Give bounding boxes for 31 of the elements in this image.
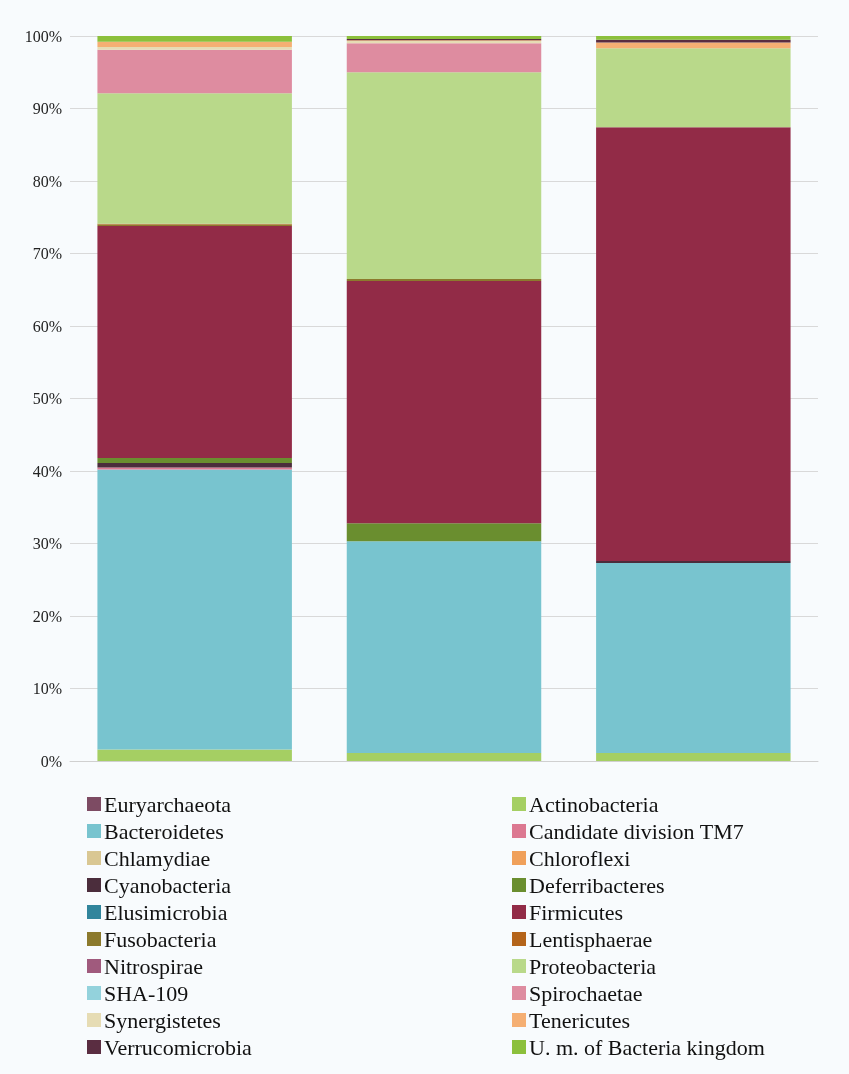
legend-label: Fusobacteria	[104, 926, 217, 952]
y-tick-label: 90%	[32, 100, 62, 117]
y-tick-label: 40%	[32, 462, 62, 480]
legend-label: Cyanobacteria	[104, 872, 232, 898]
legend-label: Firmicutes	[529, 899, 624, 925]
legend-label: U. m. of Bacteria kingdom	[529, 1034, 765, 1060]
legend-label: Lentisphaerae	[529, 926, 653, 952]
legend-label: Bacteroidetes	[104, 818, 224, 844]
legend-label: Synergistetes	[104, 1007, 221, 1033]
y-tick-label: 20%	[32, 607, 62, 625]
y-tick-label: 50%	[32, 390, 62, 407]
y-tick-label: 100%	[24, 27, 62, 45]
legend-label: Deferribacteres	[529, 872, 665, 898]
legend-label: Verrucomicrobia	[104, 1034, 253, 1060]
legend-label: Elusimicrobia	[104, 899, 228, 925]
legend-label: Candidate division TM7	[529, 818, 744, 844]
legend-label: Spirochaetae	[529, 980, 643, 1006]
legend-label: Actinobacteria	[529, 791, 659, 817]
legend-label: Chlamydiae	[104, 845, 211, 871]
legend-label: Euryarchaeota	[104, 791, 232, 817]
legend-label: Tenericutes	[529, 1007, 631, 1033]
y-tick-label: 30%	[32, 535, 62, 552]
legend-label: Proteobacteria	[529, 953, 657, 979]
y-tick-label: 80%	[32, 172, 62, 190]
legend-label: SHA-109	[104, 980, 189, 1006]
y-tick-label: 0%	[40, 752, 62, 770]
legend-label: Chloroflexi	[529, 845, 631, 871]
y-tick-label: 70%	[32, 245, 62, 262]
y-tick-label: 60%	[32, 317, 62, 335]
legend-label: Nitrospirae	[104, 953, 203, 979]
y-tick-label: 10%	[32, 680, 62, 697]
